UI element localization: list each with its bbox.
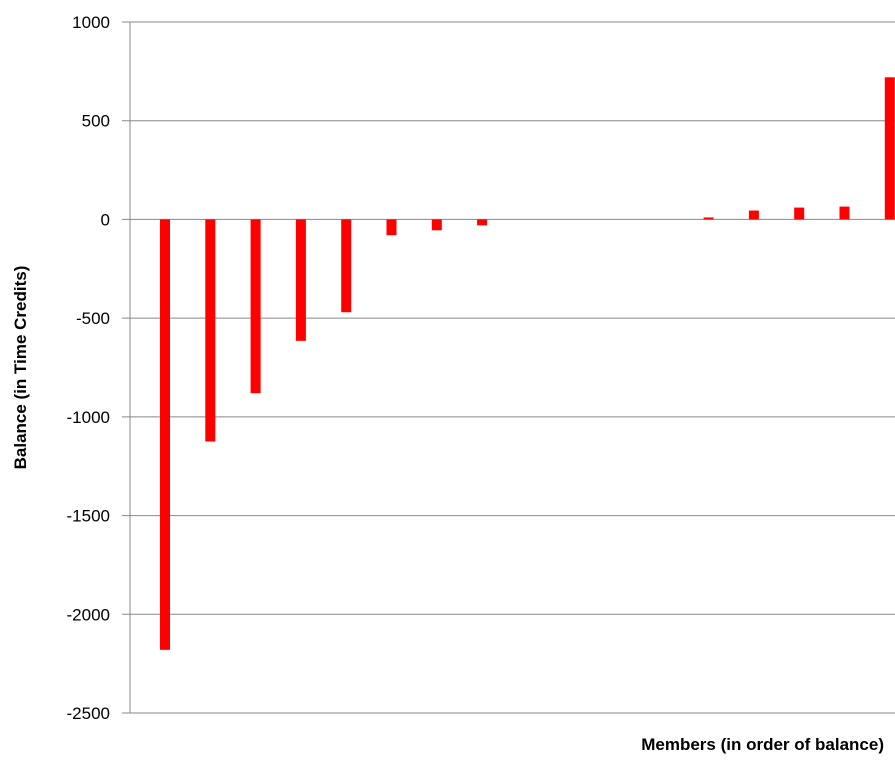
bar-7 bbox=[431, 219, 442, 231]
bar-13 bbox=[703, 217, 714, 220]
y-tick-label: -1000 bbox=[67, 408, 110, 427]
y-tick-label: -2000 bbox=[67, 605, 110, 624]
bar-3 bbox=[250, 219, 261, 394]
bar-17 bbox=[884, 77, 895, 220]
y-tick-label: 1000 bbox=[72, 13, 110, 32]
gridlines bbox=[122, 21, 895, 714]
bar-16 bbox=[839, 206, 850, 220]
y-axis-title: Balance (in Time Credits) bbox=[11, 266, 30, 470]
y-tick-label: 0 bbox=[101, 210, 110, 229]
bar-1 bbox=[160, 219, 170, 650]
x-axis-title: Members (in order of balance) bbox=[641, 735, 884, 754]
bar-2 bbox=[205, 219, 216, 442]
y-tick-labels: 1000 500 0 -500 -1000 -1500 -2000 -2500 bbox=[67, 13, 110, 723]
bars bbox=[160, 77, 895, 650]
y-tick-label: -1500 bbox=[67, 507, 110, 526]
bar-6 bbox=[386, 219, 397, 236]
y-tick-label: 500 bbox=[82, 112, 110, 131]
bar-5 bbox=[341, 219, 352, 313]
bar-4 bbox=[295, 219, 306, 341]
bar-8 bbox=[477, 219, 488, 226]
bar-15 bbox=[794, 207, 805, 220]
y-tick-label: -500 bbox=[76, 309, 110, 328]
bar-14 bbox=[748, 210, 759, 220]
y-tick-label: -2500 bbox=[67, 704, 110, 723]
